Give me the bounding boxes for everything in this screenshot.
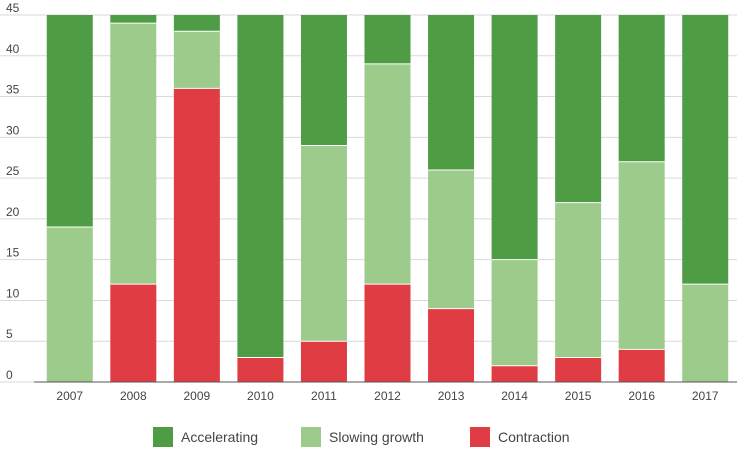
- x-tick-label: 2009: [184, 389, 211, 403]
- x-tick-label: 2011: [311, 389, 337, 403]
- bar-segment-accelerating-2011: [300, 15, 347, 146]
- y-tick-label: 20: [6, 205, 20, 219]
- x-tick-label: 2017: [692, 389, 719, 403]
- legend-label-slowing-growth: Slowing growth: [329, 429, 424, 445]
- bar-segment-accelerating-2014: [491, 15, 538, 260]
- bar-segment-slowing-growth-2015: [555, 202, 602, 358]
- y-tick-label: 0: [6, 368, 13, 382]
- bar-segment-slowing-growth-2009: [173, 31, 220, 89]
- bar-segment-accelerating-2012: [364, 15, 411, 64]
- bar-segment-accelerating-2009: [173, 15, 220, 32]
- bar-segment-accelerating-2007: [46, 15, 93, 228]
- x-tick-label: 2008: [120, 389, 147, 403]
- y-axis: 0 5 10 15 20 25 30 35 40 45: [6, 1, 20, 382]
- y-tick-label: 45: [6, 1, 20, 15]
- legend-swatch-slowing-growth: [301, 427, 321, 447]
- bar-segment-contraction-2014: [491, 365, 538, 382]
- bar-segment-contraction-2011: [300, 341, 347, 382]
- y-tick-label: 10: [6, 286, 20, 300]
- bar-segment-contraction-2010: [237, 357, 284, 382]
- bar-segment-contraction-2012: [364, 284, 411, 382]
- y-tick-label: 15: [6, 246, 20, 260]
- legend-swatch-accelerating: [153, 427, 173, 447]
- bar-segment-accelerating-2017: [682, 15, 729, 285]
- legend-swatch-contraction: [470, 427, 490, 447]
- y-tick-label: 25: [6, 164, 20, 178]
- y-tick-label: 40: [6, 42, 20, 56]
- bar-segment-accelerating-2008: [110, 15, 157, 24]
- bar-segment-slowing-growth-2017: [682, 284, 729, 382]
- y-tick-label: 30: [6, 123, 20, 137]
- legend-label-accelerating: Accelerating: [181, 429, 258, 445]
- bar-segment-slowing-growth-2007: [46, 227, 93, 382]
- bar-segment-accelerating-2016: [618, 15, 665, 162]
- x-tick-label: 2012: [374, 389, 401, 403]
- x-tick-label: 2013: [438, 389, 465, 403]
- bar-segment-slowing-growth-2013: [428, 169, 475, 309]
- x-tick-label: 2010: [247, 389, 274, 403]
- bar-segment-contraction-2009: [173, 88, 220, 383]
- bar-segment-contraction-2015: [555, 357, 602, 382]
- bar-segment-accelerating-2013: [428, 15, 475, 170]
- y-tick-label: 35: [6, 83, 20, 97]
- legend: Accelerating Slowing growth Contraction: [153, 427, 570, 447]
- x-tick-label: 2015: [565, 389, 592, 403]
- x-tick-label: 2007: [56, 389, 83, 403]
- y-tick-label: 5: [6, 327, 13, 341]
- bar-segment-contraction-2016: [618, 349, 665, 382]
- x-axis: 2007 2008 2009 2010 2011 2012 2013 2014 2015 2016…: [34, 381, 737, 403]
- legend-label-contraction: Contraction: [498, 429, 570, 445]
- x-tick-label: 2016: [628, 389, 655, 403]
- bar-segment-contraction-2008: [110, 284, 157, 382]
- bar-segment-slowing-growth-2008: [110, 23, 157, 285]
- bar-segment-accelerating-2015: [555, 15, 602, 203]
- bars: [46, 15, 729, 383]
- bar-segment-accelerating-2010: [237, 15, 284, 358]
- bar-segment-slowing-growth-2014: [491, 259, 538, 366]
- bar-segment-contraction-2013: [428, 308, 475, 382]
- bar-segment-slowing-growth-2012: [364, 63, 411, 285]
- bar-segment-slowing-growth-2011: [300, 145, 347, 342]
- x-tick-label: 2014: [501, 389, 528, 403]
- bar-segment-slowing-growth-2016: [618, 161, 665, 350]
